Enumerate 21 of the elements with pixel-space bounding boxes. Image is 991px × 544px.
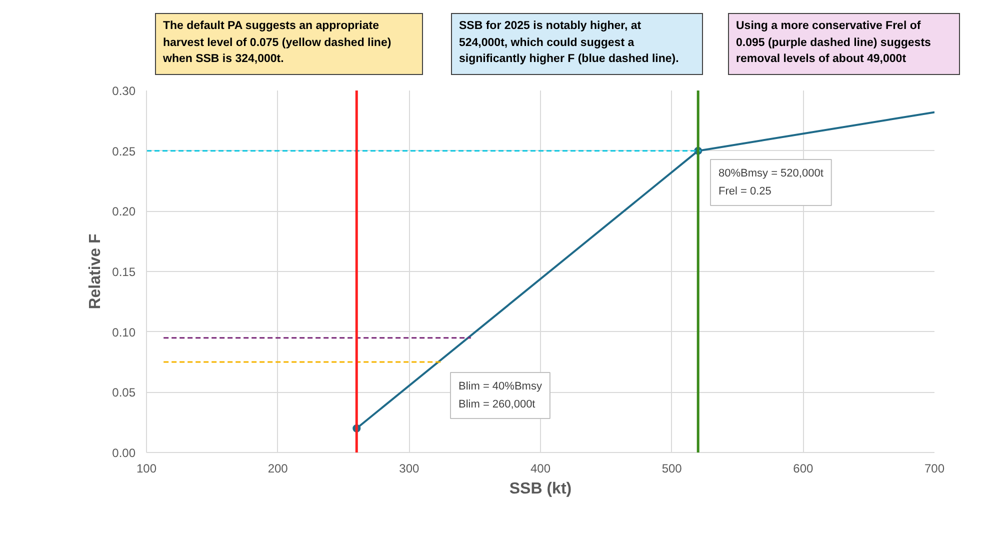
y-tick-label: 0.15 xyxy=(112,265,136,279)
x-tick-label: 500 xyxy=(662,462,682,476)
y-axis-title: Relative F xyxy=(87,233,104,310)
x-tick-label: 400 xyxy=(530,462,551,476)
x-tick-label: 100 xyxy=(136,462,157,476)
x-tick-label: 600 xyxy=(793,462,814,476)
y-tick-label: 0.10 xyxy=(112,325,136,340)
text: Using a more conservative Frel of 0.095 (purple dashed line) suggests removal levels of about 49,000t xyxy=(736,19,931,68)
x-tick-label: 300 xyxy=(399,462,420,476)
y-tick-label: 0.30 xyxy=(112,84,136,98)
x-axis-title: SSB (kt) xyxy=(509,480,572,498)
text: The default PA suggests an appropriate harvest level of 0.075 (yellow dashed line) when SSB is 324,000t. xyxy=(163,19,392,68)
y-tick-label: 0.20 xyxy=(112,204,136,219)
y-tick-label: 0.25 xyxy=(112,144,136,158)
x-tick-label: 200 xyxy=(268,462,288,476)
text: SSB for 2025 is notably higher, at 524,000t, which could suggest a significantly higher F (blue dashed line). xyxy=(459,19,679,68)
y-tick-label: 0.05 xyxy=(112,386,136,400)
y-tick-label: 0.00 xyxy=(112,446,136,460)
annotation: Blim = 40%Bmsy Blim = 260,000t xyxy=(458,380,542,410)
annotation: 80%Bmsy = 520,000t Frel = 0.25 xyxy=(718,168,824,198)
x-tick-label: 700 xyxy=(924,462,945,476)
